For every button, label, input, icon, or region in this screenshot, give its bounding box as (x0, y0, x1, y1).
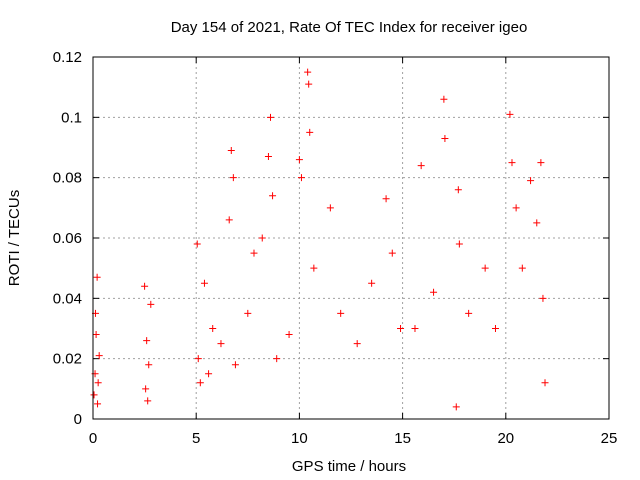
data-point (518, 264, 526, 272)
data-point (539, 294, 547, 302)
plot-frame (92, 56, 610, 420)
data-point (537, 159, 545, 167)
data-point (200, 279, 208, 287)
data-point (440, 95, 448, 103)
data-point (196, 379, 204, 387)
data-point (264, 153, 272, 161)
data-point (491, 325, 499, 332)
data-point (142, 385, 150, 393)
data-point (527, 177, 535, 185)
data-point (541, 379, 549, 387)
data-point (465, 309, 473, 317)
data-point (368, 279, 376, 287)
grid-lines (93, 57, 609, 419)
y-axis-label: ROTI / TECUs (6, 190, 23, 286)
data-point (92, 331, 100, 339)
data-point (94, 379, 102, 387)
data-point (94, 400, 102, 408)
x-tick-label: 20 (497, 430, 514, 447)
data-point (194, 355, 202, 363)
data-point (397, 325, 405, 332)
data-point (141, 282, 149, 290)
y-tick-label: 0.1 (61, 109, 82, 126)
data-point (441, 134, 449, 142)
data-point (417, 162, 425, 170)
y-tick-label: 0.12 (53, 49, 82, 66)
data-point (506, 110, 514, 118)
data-point (353, 340, 361, 348)
axis-ticks (92, 56, 610, 420)
data-point (455, 240, 463, 248)
y-tick-label: 0.06 (53, 230, 82, 247)
data-point (217, 340, 225, 348)
data-point (305, 80, 313, 88)
data-point (304, 68, 312, 76)
y-tick-label: 0.04 (53, 290, 82, 307)
data-point (258, 234, 266, 242)
x-axis-label: GPS time / hours (292, 458, 406, 475)
data-point (145, 361, 153, 369)
data-point (267, 113, 275, 121)
x-tick-label: 25 (601, 430, 618, 447)
data-point (250, 249, 258, 257)
data-point (225, 216, 233, 224)
data-point (193, 240, 201, 248)
data-point (481, 264, 489, 272)
data-point (147, 300, 155, 308)
data-point (244, 309, 252, 317)
data-point (452, 403, 460, 411)
data-point (273, 355, 281, 363)
data-point (285, 331, 293, 339)
data-point (512, 204, 520, 212)
data-point (229, 174, 237, 182)
data-point (411, 325, 419, 332)
data-point (306, 128, 314, 136)
x-tick-labels: 0 5 10 15 20 25 (89, 430, 618, 447)
chart-title: Day 154 of 2021, Rate Of TEC Index for r… (171, 19, 528, 36)
data-points (90, 68, 549, 411)
data-point (337, 309, 345, 317)
data-point (90, 391, 98, 399)
data-point (143, 337, 151, 345)
data-point (310, 264, 318, 272)
data-point (269, 192, 277, 200)
y-tick-label: 0.02 (53, 351, 82, 368)
x-tick-label: 15 (394, 430, 411, 447)
data-point (326, 204, 334, 212)
data-point (382, 195, 390, 203)
data-point (93, 273, 101, 281)
data-point (297, 174, 305, 182)
y-tick-label: 0.08 (53, 170, 82, 187)
data-point (95, 352, 103, 360)
x-tick-label: 0 (89, 430, 97, 447)
data-point (209, 325, 217, 332)
data-point (388, 249, 396, 257)
x-tick-label: 10 (291, 430, 308, 447)
data-point (533, 219, 541, 227)
y-tick-labels: 0 0.02 0.04 0.06 0.08 0.1 0.12 (53, 49, 82, 428)
y-tick-label: 0 (74, 411, 82, 428)
data-point (430, 288, 438, 296)
data-point (227, 147, 235, 155)
data-point (231, 361, 239, 369)
data-point (295, 156, 303, 164)
data-point (454, 186, 462, 194)
x-tick-label: 5 (192, 430, 200, 447)
data-point (205, 370, 213, 378)
data-point (508, 159, 516, 167)
data-point (144, 397, 152, 405)
